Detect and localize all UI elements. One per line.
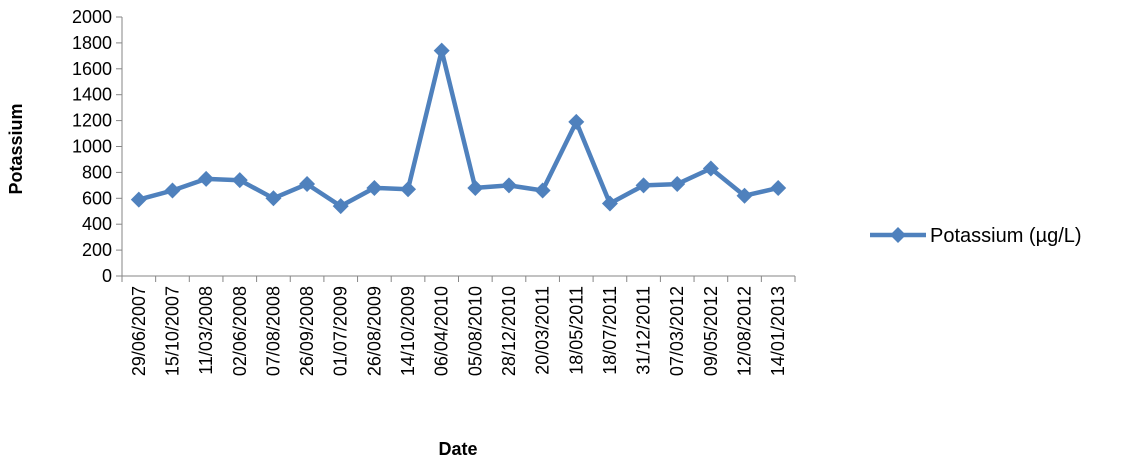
data-point-marker	[635, 177, 652, 194]
x-tick-label: 07/03/2012	[667, 286, 687, 376]
y-tick-label: 1200	[72, 111, 112, 131]
x-tick-label: 20/03/2011	[533, 286, 553, 375]
y-tick-label: 1400	[72, 85, 112, 105]
x-tick-label: 05/08/2010	[465, 286, 485, 376]
plot-area	[130, 42, 787, 215]
data-point-marker	[433, 42, 450, 59]
y-tick-label: 0	[102, 266, 112, 286]
x-tick-label: 18/07/2011	[600, 286, 620, 375]
data-point-marker	[198, 170, 215, 187]
x-tick-label: 11/03/2008	[196, 286, 216, 375]
legend-marker	[890, 227, 906, 243]
y-tick-label: 1800	[72, 33, 112, 53]
data-point-marker	[568, 113, 585, 130]
y-tick-label: 2000	[72, 7, 112, 27]
x-tick-label: 28/12/2010	[499, 286, 519, 376]
data-point-marker	[366, 179, 383, 196]
data-point-marker	[500, 177, 517, 194]
x-axis: 29/06/2007 15/10/2007 11/03/2008 02/06/2008…	[121, 275, 796, 376]
data-point-marker	[736, 187, 753, 204]
x-tick-label: 02/06/2008	[230, 286, 250, 376]
data-point-marker	[534, 182, 551, 199]
y-tick-label: 200	[82, 240, 112, 260]
data-point-marker	[332, 198, 349, 215]
x-tick-label: 15/10/2007	[162, 286, 182, 376]
data-point-marker	[702, 160, 719, 177]
x-tick-label: 31/12/2011	[634, 286, 654, 375]
data-point-marker	[231, 172, 248, 189]
x-tick-label: 12/08/2012	[735, 286, 755, 376]
y-tick-label: 600	[82, 188, 112, 208]
data-point-marker	[164, 182, 181, 199]
data-point-marker	[400, 181, 417, 198]
x-tick-label: 26/08/2009	[364, 286, 384, 376]
x-tick-label: 29/06/2007	[129, 286, 149, 376]
data-point-marker	[265, 190, 282, 207]
x-tick-label: 06/04/2010	[432, 286, 452, 376]
x-tick-label: 18/05/2011	[566, 286, 586, 375]
data-point-marker	[130, 191, 147, 208]
y-tick-label: 1600	[72, 59, 112, 79]
y-tick-label: 800	[82, 162, 112, 182]
data-point-marker	[770, 179, 787, 196]
x-tick-label: 09/05/2012	[701, 286, 721, 376]
data-point-marker	[299, 176, 316, 193]
x-tick-label: 01/07/2009	[331, 286, 351, 376]
data-point-marker	[601, 195, 618, 212]
y-axis-title: Potassium	[6, 103, 26, 194]
x-tick-label: 14/10/2009	[398, 286, 418, 376]
y-tick-label: 400	[82, 214, 112, 234]
data-point-marker	[467, 179, 484, 196]
x-tick-label: 26/09/2008	[297, 286, 317, 376]
y-tick-label: 1000	[72, 137, 112, 157]
x-axis-title: Date	[438, 439, 477, 459]
x-tick-label: 14/01/2013	[768, 286, 788, 376]
legend: Potassium (µg/L)	[870, 225, 1082, 247]
data-point-marker	[669, 176, 686, 193]
y-axis: 0 200 400 600 800 1000 1200 1400 1600 1800 2000	[72, 7, 123, 286]
legend-label: Potassium (µg/L)	[930, 225, 1082, 247]
x-tick-label: 07/08/2008	[263, 286, 283, 376]
